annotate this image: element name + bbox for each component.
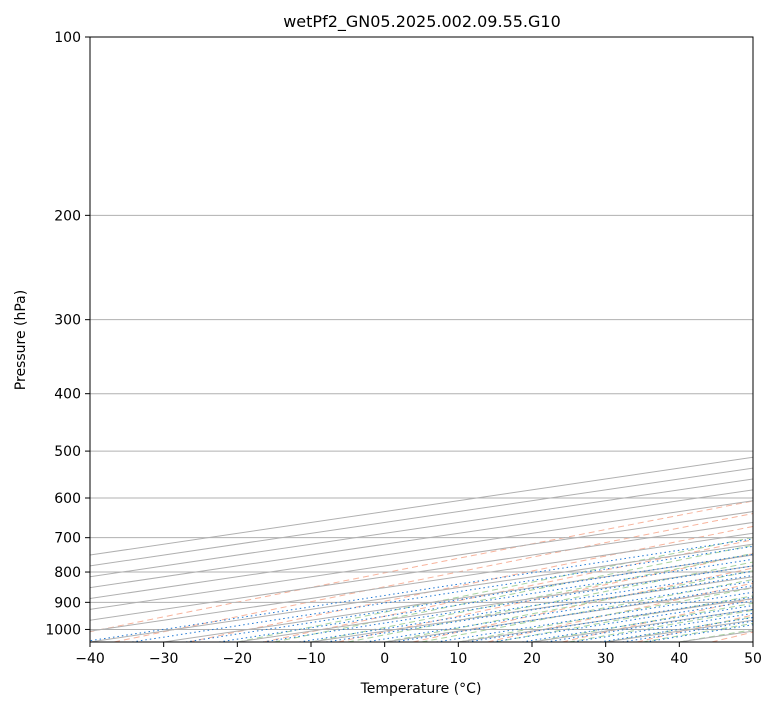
- isotherm: [90, 511, 753, 610]
- axes: −40 −30 −20 −10 0 10 20 30 40 50 100 200 300 400 500 60…: [45, 30, 762, 667]
- isotherm: [90, 521, 753, 621]
- moist-adiabat: [274, 544, 753, 642]
- x-tick-label: 50: [744, 651, 762, 667]
- isotherm: [90, 489, 753, 589]
- x-tick-label: −20: [223, 651, 253, 667]
- isotherm: [90, 500, 753, 600]
- chart-title: wetPf2_GN05.2025.002.09.55.G10: [283, 12, 561, 32]
- y-tick-label: 500: [54, 444, 81, 460]
- x-tick-label: −40: [75, 651, 105, 667]
- y-tick-label: 200: [54, 208, 81, 224]
- dry-adiabat: [263, 539, 753, 642]
- mixing-ratio-line: [599, 617, 753, 642]
- isotherm: [90, 478, 753, 578]
- mixing-ratio-line: [218, 558, 753, 642]
- moist-adiabat: [458, 587, 753, 642]
- y-tick-label: 600: [54, 491, 81, 507]
- moist-adiabat: [237, 536, 753, 642]
- x-tick-label: −10: [296, 651, 326, 667]
- y-tick-label: 400: [54, 387, 81, 403]
- plot-frame: [89, 36, 754, 643]
- plot-area: [90, 37, 753, 642]
- mixing-ratio-line: [185, 553, 753, 642]
- x-tick-label: 40: [670, 651, 688, 667]
- dry-adiabat: [487, 582, 753, 642]
- x-tick-label: 30: [597, 651, 615, 667]
- isotherm: [90, 532, 753, 632]
- y-tick-label: 100: [54, 30, 81, 46]
- y-tick-label: 1000: [45, 622, 81, 638]
- y-tick-label: 800: [54, 565, 81, 581]
- x-tick-label: 10: [449, 651, 467, 667]
- mixing-ratio-line: [572, 612, 753, 642]
- isotherm: [90, 456, 753, 556]
- y-tick-label: 700: [54, 531, 81, 547]
- isotherm: [90, 467, 753, 567]
- y-tick-label: 300: [54, 313, 81, 329]
- x-tick-label: −30: [149, 651, 179, 667]
- moist-adiabat: [384, 570, 753, 642]
- mixing-ratio-line: [262, 565, 753, 642]
- y-axis-label: Pressure (hPa): [13, 290, 29, 390]
- x-tick-label: 20: [523, 651, 541, 667]
- y-tick-label: 900: [54, 595, 81, 611]
- mixing-ratio-line: [131, 545, 753, 642]
- x-tick-label: 0: [380, 651, 389, 667]
- dry-adiabat: [90, 500, 753, 633]
- x-axis-label: Temperature (°C): [360, 681, 482, 697]
